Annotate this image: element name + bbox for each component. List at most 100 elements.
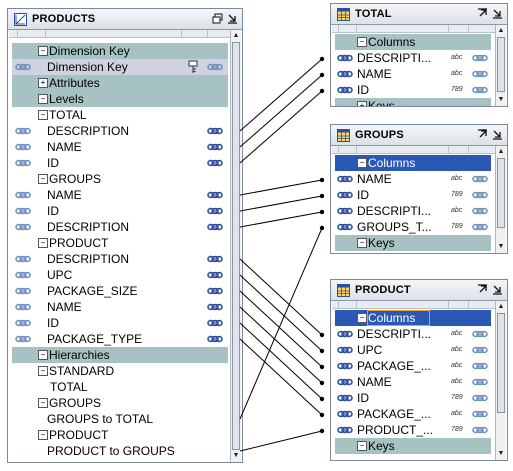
products-row[interactable]: UPC: [12, 267, 228, 283]
link-chain-icon[interactable]: [336, 374, 354, 390]
expand-icon[interactable]: +: [38, 78, 48, 88]
link-chain-icon[interactable]: [336, 358, 354, 374]
collapse-icon[interactable]: −: [38, 46, 48, 56]
scroll-down-arrow[interactable]: ▼: [497, 450, 505, 457]
link-chain-icon[interactable]: [336, 406, 354, 422]
link-chain-icon[interactable]: [206, 315, 224, 331]
link-chain-icon[interactable]: [336, 203, 354, 219]
link-chain-icon[interactable]: [471, 342, 489, 358]
table-scrollbar[interactable]: ▲ ▼: [495, 25, 506, 106]
link-chain-icon[interactable]: [336, 66, 354, 82]
table-row[interactable]: DESCRIPTI... abc: [335, 326, 491, 342]
table-row[interactable]: PACKAGE_... abc: [335, 406, 491, 422]
mapping-line[interactable]: [239, 74, 323, 148]
maximize-icon[interactable]: [476, 129, 488, 141]
link-chain-icon[interactable]: [471, 358, 489, 374]
link-chain-icon[interactable]: [14, 59, 32, 75]
table-row[interactable]: + Keys: [335, 98, 491, 106]
minimize-icon[interactable]: [491, 8, 503, 20]
link-chain-icon[interactable]: [206, 331, 224, 347]
mapping-line[interactable]: [239, 179, 323, 196]
link-chain-icon[interactable]: [336, 82, 354, 98]
scroll-up-arrow[interactable]: ▲: [497, 148, 505, 155]
table-titlebar[interactable]: TOTAL: [331, 4, 507, 25]
scroll-down-arrow[interactable]: ▼: [497, 243, 505, 250]
products-row[interactable]: NAME: [12, 139, 228, 155]
products-row[interactable]: − PRODUCT: [12, 235, 228, 251]
products-row[interactable]: − STANDARD: [12, 363, 228, 379]
scroll-up-arrow[interactable]: ▲: [497, 303, 505, 310]
products-row[interactable]: DESCRIPTION: [12, 123, 228, 139]
table-row[interactable]: PACKAGE_... abc: [335, 358, 491, 374]
link-chain-icon[interactable]: [14, 187, 32, 203]
collapse-icon[interactable]: −: [38, 110, 48, 120]
scroll-thumb[interactable]: [497, 158, 505, 228]
collapse-icon[interactable]: −: [357, 313, 367, 323]
collapse-icon[interactable]: −: [38, 398, 48, 408]
table-row[interactable]: NAME abc: [335, 374, 491, 390]
link-chain-icon[interactable]: [336, 171, 354, 187]
minimize-icon[interactable]: [226, 13, 238, 25]
link-chain-icon[interactable]: [471, 82, 489, 98]
products-row[interactable]: PACKAGE_TYPE: [12, 331, 228, 347]
table-titlebar[interactable]: GROUPS: [331, 125, 507, 146]
table-row[interactable]: GROUPS_T... 789: [335, 219, 491, 235]
products-row[interactable]: − Levels: [12, 91, 228, 107]
products-row[interactable]: DESCRIPTION: [12, 219, 228, 235]
products-row[interactable]: NAME: [12, 299, 228, 315]
link-chain-icon[interactable]: [206, 267, 224, 283]
mapping-line[interactable]: [239, 430, 323, 452]
link-chain-icon[interactable]: [471, 422, 489, 438]
table-row[interactable]: ID 789: [335, 187, 491, 203]
link-chain-icon[interactable]: [471, 406, 489, 422]
products-row[interactable]: ID: [12, 155, 228, 171]
scroll-down-arrow[interactable]: ▼: [497, 96, 505, 103]
collapse-icon[interactable]: −: [38, 430, 48, 440]
collapse-icon[interactable]: −: [357, 238, 367, 248]
mapping-line[interactable]: [239, 211, 323, 228]
link-chain-icon[interactable]: [471, 203, 489, 219]
link-chain-icon[interactable]: [471, 66, 489, 82]
collapse-icon[interactable]: −: [357, 158, 367, 168]
link-chain-icon[interactable]: [471, 374, 489, 390]
link-chain-icon[interactable]: [206, 123, 224, 139]
table-panel-product[interactable]: PRODUCT − Columns DESCRIPTI... abc UPC abc PACK…: [330, 279, 508, 461]
scroll-thumb[interactable]: [232, 42, 240, 450]
link-chain-icon[interactable]: [206, 187, 224, 203]
products-row[interactable]: − PRODUCT: [12, 427, 228, 443]
products-row[interactable]: ID: [12, 203, 228, 219]
table-row[interactable]: DESCRIPTI... abc: [335, 50, 491, 66]
link-chain-icon[interactable]: [336, 342, 354, 358]
scroll-up-arrow[interactable]: ▲: [232, 32, 240, 39]
products-row[interactable]: DESCRIPTION: [12, 251, 228, 267]
mapping-line[interactable]: [239, 258, 323, 336]
collapse-icon[interactable]: −: [357, 37, 367, 47]
collapse-icon[interactable]: −: [357, 441, 367, 451]
link-chain-icon[interactable]: [206, 251, 224, 267]
table-titlebar[interactable]: PRODUCT: [331, 280, 507, 301]
link-chain-icon[interactable]: [14, 267, 32, 283]
link-chain-icon[interactable]: [206, 299, 224, 315]
products-row[interactable]: GROUPS to TOTAL: [12, 411, 228, 427]
products-row[interactable]: + Attributes: [12, 75, 228, 91]
link-chain-icon[interactable]: [14, 331, 32, 347]
table-panel-groups[interactable]: GROUPS − Columns NAME abc ID 789 DESCRIPTI... ab…: [330, 124, 508, 254]
mapping-line[interactable]: [239, 306, 323, 384]
table-row[interactable]: − Columns: [335, 34, 491, 50]
table-row[interactable]: − Columns: [335, 310, 491, 326]
mapping-line[interactable]: [239, 338, 323, 416]
products-row[interactable]: − GROUPS: [12, 171, 228, 187]
link-chain-icon[interactable]: [14, 123, 32, 139]
table-row[interactable]: ID 789: [335, 390, 491, 406]
link-chain-icon[interactable]: [206, 139, 224, 155]
scroll-down-arrow[interactable]: ▼: [232, 452, 240, 459]
link-chain-icon[interactable]: [14, 155, 32, 171]
mapping-line[interactable]: [239, 227, 323, 420]
products-row[interactable]: TOTAL: [12, 379, 228, 395]
products-row[interactable]: − Dimension Key: [12, 43, 228, 59]
table-row[interactable]: ID 789: [335, 82, 491, 98]
table-row[interactable]: DESCRIPTI... abc: [335, 203, 491, 219]
link-chain-icon[interactable]: [206, 59, 224, 75]
scroll-thumb[interactable]: [497, 37, 505, 92]
products-row[interactable]: Dimension Key: [12, 59, 228, 75]
